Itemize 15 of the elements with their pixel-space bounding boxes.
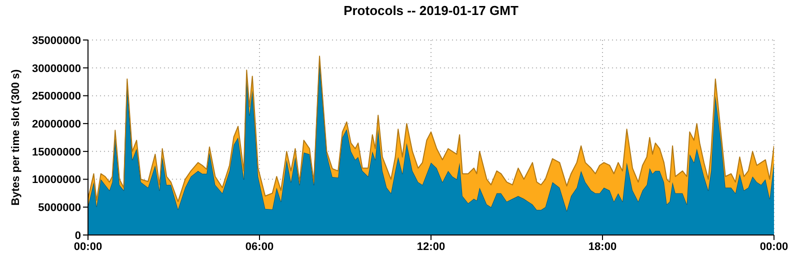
y-tick-label: 25000000 xyxy=(32,90,81,103)
y-tick-label: 15000000 xyxy=(32,146,81,158)
x-tick-label: 18:00 xyxy=(588,240,617,253)
x-tick-label: 00:00 xyxy=(74,240,102,253)
y-tick-label: 5000000 xyxy=(38,202,81,214)
x-tick-label: 06:00 xyxy=(245,240,274,253)
y-axis-title: Bytes per time slot (300 s) xyxy=(10,69,22,206)
x-tick-label: 00:00 xyxy=(760,240,788,253)
y-tick-label: 35000000 xyxy=(32,34,81,47)
y-tick-label: 0 xyxy=(74,230,81,242)
x-tick-label: 12:00 xyxy=(416,240,446,253)
chart-title: Protocols -- 2019-01-17 GMT xyxy=(342,3,520,18)
y-tick-label: 30000000 xyxy=(32,62,81,75)
y-tick-label: 20000000 xyxy=(32,118,81,130)
y-tick-label: 10000000 xyxy=(32,174,81,186)
